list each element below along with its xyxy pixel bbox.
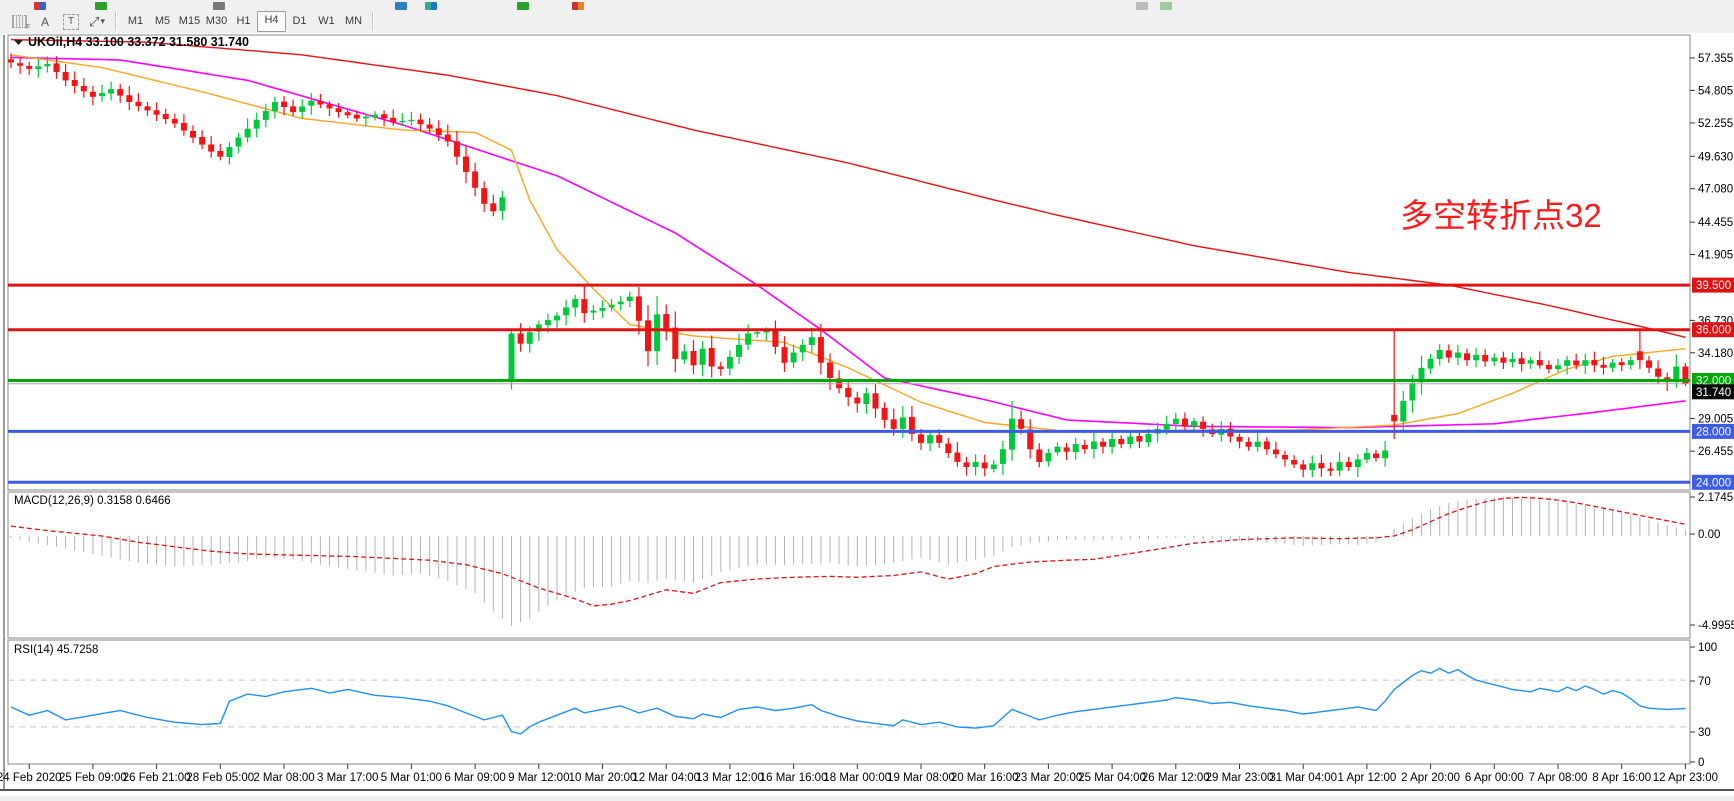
x-axis-label: 29 Mar 23:00 bbox=[1206, 772, 1274, 784]
x-axis-label: 1 Apr 12:00 bbox=[1337, 772, 1396, 784]
text-label-tool-icon[interactable]: A bbox=[40, 14, 49, 29]
timeframe-button-M15[interactable]: M15 bbox=[178, 15, 201, 27]
chart-title-group[interactable]: UKOil,H4 33.100 33.372 31.580 31.740 bbox=[14, 35, 249, 49]
y-axis-label: 57.355 bbox=[1698, 53, 1733, 65]
timeframe-button-MN[interactable]: MN bbox=[344, 15, 363, 27]
chart-title: UKOil,H4 33.100 33.372 31.580 31.740 bbox=[28, 35, 249, 49]
macd-axis-label: 2.1745 bbox=[1698, 492, 1733, 504]
x-axis-label: 10 Mar 20:00 bbox=[569, 772, 637, 784]
x-axis-label: 24 Feb 2020 bbox=[0, 772, 61, 784]
current-price-badge: 31.740 bbox=[1692, 384, 1734, 400]
x-axis-label: 20 Mar 16:00 bbox=[951, 772, 1019, 784]
text-box-tool-icon[interactable]: T bbox=[58, 12, 84, 32]
x-axis-label: 2 Mar 08:00 bbox=[253, 772, 314, 784]
rsi-axis-label: 70 bbox=[1698, 676, 1711, 688]
clipped-icon bbox=[34, 2, 46, 10]
y-axis-label: 41.905 bbox=[1698, 250, 1733, 262]
macd-pane[interactable] bbox=[7, 491, 1691, 639]
x-axis-label: 19 Mar 08:00 bbox=[887, 772, 955, 784]
toolbar-separator bbox=[115, 12, 117, 31]
x-axis-label: 6 Apr 00:00 bbox=[1465, 772, 1524, 784]
rsi-pane[interactable] bbox=[7, 639, 1691, 765]
x-axis-label: 12 Apr 23:00 bbox=[1653, 772, 1718, 784]
x-axis-label: 26 Mar 12:00 bbox=[1142, 772, 1210, 784]
chevron-down-icon[interactable]: ▾ bbox=[100, 16, 105, 26]
clipped-icon bbox=[395, 2, 407, 10]
x-axis-label: 3 Mar 17:00 bbox=[317, 772, 378, 784]
chart-window: 57.355 54.805 52.255 49.630 47.080 44.455 41.9… bbox=[0, 33, 1734, 796]
main-price-pane[interactable] bbox=[7, 34, 1691, 491]
x-axis-label: 7 Apr 08:00 bbox=[1529, 772, 1588, 784]
timeframe-button-H1[interactable]: H1 bbox=[236, 15, 251, 27]
timeframe-button-W1[interactable]: W1 bbox=[318, 15, 335, 27]
annotation-text[interactable]: 多空转折点32 bbox=[1400, 197, 1602, 234]
clipped-icon bbox=[213, 2, 225, 10]
macd-axis-label: 0.00 bbox=[1698, 529, 1720, 541]
timeframe-button-M30[interactable]: M30 bbox=[205, 15, 228, 27]
ma-red-line bbox=[10, 38, 1686, 338]
clipped-icon bbox=[572, 2, 584, 10]
x-axis-label: 8 Apr 16:00 bbox=[1592, 772, 1651, 784]
price-badge-36.000: 36.000 bbox=[1692, 322, 1734, 338]
y-axis-label: 34.180 bbox=[1698, 348, 1733, 360]
symbol-dropdown-icon[interactable] bbox=[14, 40, 23, 45]
x-axis-label: 16 Mar 16:00 bbox=[760, 772, 828, 784]
ma-magenta-line bbox=[10, 56, 1686, 429]
macd-axis-label: -4.9955 bbox=[1698, 620, 1734, 632]
drawing-arrows-icon[interactable]: ⤢ ▾ bbox=[89, 13, 105, 29]
x-axis-label: 25 Feb 09:00 bbox=[59, 772, 127, 784]
x-axis-label: 2 Apr 20:00 bbox=[1401, 772, 1460, 784]
x-axis-label: 9 Mar 12:00 bbox=[508, 772, 569, 784]
timeframe-button-M1[interactable]: M1 bbox=[127, 15, 144, 27]
timeframe-button-M5[interactable]: M5 bbox=[154, 15, 171, 27]
x-axis-label: 28 Feb 05:00 bbox=[186, 772, 254, 784]
y-axis-label: 54.805 bbox=[1698, 85, 1733, 97]
svg-text:31.740: 31.740 bbox=[1696, 387, 1731, 399]
x-axis-label: 31 Mar 04:00 bbox=[1269, 772, 1337, 784]
x-axis-label: 13 Mar 12:00 bbox=[696, 772, 764, 784]
x-axis-label: 5 Mar 01:00 bbox=[381, 772, 442, 784]
rsi-axis-label: 30 bbox=[1698, 727, 1711, 739]
timeframe-button-D1[interactable]: D1 bbox=[292, 15, 307, 27]
y-axis-label: 47.080 bbox=[1698, 184, 1733, 196]
clipped-toolbar-row bbox=[0, 0, 1734, 10]
clipped-icon bbox=[1160, 2, 1172, 10]
x-axis-label: 23 Mar 20:00 bbox=[1015, 772, 1083, 784]
price-chart[interactable]: 57.355 54.805 52.255 49.630 47.080 44.455 41.9… bbox=[0, 33, 1734, 796]
macd-indicator-label: MACD(12,26,9) 0.3158 0.6466 bbox=[14, 495, 171, 507]
price-badge-24.000: 24.000 bbox=[1692, 474, 1734, 490]
svg-text:39.500: 39.500 bbox=[1696, 280, 1731, 292]
y-axis-label: 49.630 bbox=[1698, 151, 1733, 163]
clipped-icon bbox=[1136, 2, 1148, 10]
y-axis-label: 26.455 bbox=[1698, 446, 1733, 458]
timeframe-button-group: M1 M5 M15 M30 H1 H4 D1 W1 MN bbox=[122, 10, 367, 33]
y-axis-label: 44.455 bbox=[1698, 217, 1733, 229]
timeframe-button-H4[interactable]: H4 bbox=[257, 11, 286, 32]
ma-orange-line bbox=[10, 54, 1686, 433]
svg-text:36.000: 36.000 bbox=[1696, 325, 1731, 337]
price-badge-28.000: 28.000 bbox=[1692, 423, 1734, 439]
toolbar-separator bbox=[372, 12, 374, 31]
svg-text:28.000: 28.000 bbox=[1696, 426, 1731, 438]
x-axis-label: 25 Mar 04:00 bbox=[1078, 772, 1146, 784]
price-badge-39.500: 39.500 bbox=[1692, 277, 1734, 293]
chart-toolbar: F A T ⤢ ▾ M1 M5 M15 M30 H1 H4 D1 W1 MN bbox=[0, 10, 1734, 33]
y-axis-label: 52.255 bbox=[1698, 118, 1733, 130]
y-axis-label: 29.005 bbox=[1698, 414, 1733, 426]
rsi-indicator-label: RSI(14) 45.7258 bbox=[14, 644, 98, 656]
x-axis-label: 18 Mar 00:00 bbox=[823, 772, 891, 784]
x-axis-label: 26 Feb 21:00 bbox=[123, 772, 191, 784]
clipped-icon bbox=[517, 2, 529, 10]
x-axis-label: 6 Mar 09:00 bbox=[444, 772, 505, 784]
candlestick-series bbox=[8, 53, 1689, 478]
rsi-line bbox=[10, 667, 1686, 735]
clipped-icon bbox=[95, 2, 107, 10]
svg-text:24.000: 24.000 bbox=[1696, 477, 1731, 489]
rsi-axis-label: 0 bbox=[1698, 757, 1704, 769]
macd-signal-line bbox=[10, 496, 1686, 607]
rsi-axis-label: 100 bbox=[1698, 642, 1717, 654]
clipped-icon bbox=[425, 2, 437, 10]
grid-tool-icon[interactable]: F bbox=[6, 12, 32, 32]
x-axis-label: 12 Mar 04:00 bbox=[632, 772, 700, 784]
